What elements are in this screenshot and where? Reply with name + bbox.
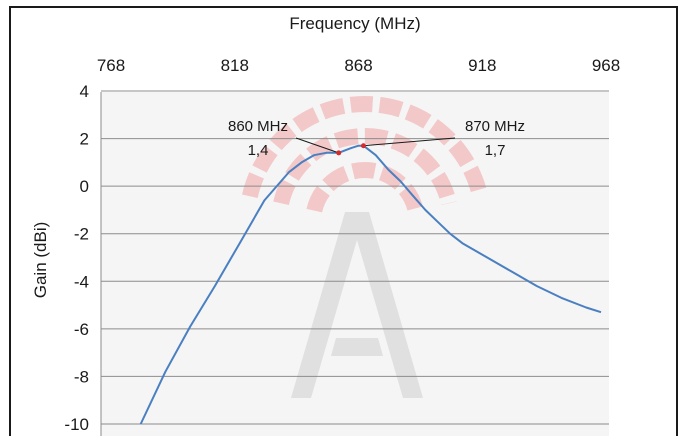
- x-tick-label: 868: [344, 56, 372, 75]
- y-tick-label: -2: [74, 225, 89, 244]
- annotation-label-gain: 1,4: [248, 142, 269, 159]
- watermark-arc-1: [306, 162, 424, 213]
- annotation-leader: [363, 137, 456, 147]
- antenna-logo-watermark: [242, 96, 488, 398]
- y-tick-label: 2: [80, 130, 89, 149]
- y-tick-label: -8: [74, 367, 89, 386]
- annotations: 860 MHz 1,4 870 MHz 1,7: [228, 118, 525, 159]
- gridlines: [100, 90, 609, 436]
- plot-area: [101, 92, 609, 436]
- watermark-arc-2: [273, 128, 457, 206]
- series-line-1: [139, 144, 602, 425]
- annotation-label-frequency: 860 MHz: [228, 118, 288, 135]
- annotation-marker: [360, 143, 366, 149]
- x-axis-title: Frequency (MHz): [289, 14, 420, 33]
- y-axis-title: Gain (dBi): [31, 222, 50, 299]
- annotation-label-frequency: 870 MHz: [465, 118, 525, 135]
- x-tick-label: 918: [468, 56, 496, 75]
- series-lines: [139, 144, 602, 425]
- y-tick-label: 0: [80, 177, 89, 196]
- x-tick-labels: 768 818 868 918 968: [97, 56, 620, 75]
- x-tick-label: 818: [221, 56, 249, 75]
- annotation-marker: [336, 150, 342, 156]
- y-tick-label: 4: [80, 82, 89, 101]
- watermark-letter-a: [291, 212, 423, 398]
- x-tick-label: 768: [97, 56, 125, 75]
- y-tick-label: -10: [64, 415, 89, 434]
- y-tick-label: -4: [74, 272, 89, 291]
- annotation-leader: [295, 137, 339, 154]
- y-tick-label: -6: [74, 320, 89, 339]
- x-tick-label: 968: [592, 56, 620, 75]
- y-tick-labels: 4 2 0 -2 -4 -6 -8 -10: [64, 82, 89, 434]
- annotation-label-gain: 1,7: [485, 142, 506, 159]
- watermark-arc-3: [242, 96, 488, 199]
